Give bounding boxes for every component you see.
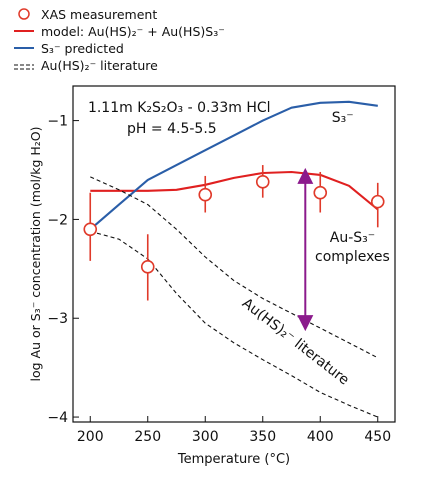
series-line-2 bbox=[89, 100, 378, 231]
legend-label: XAS measurement bbox=[41, 7, 157, 22]
legend-label: Au(HS)₂⁻ literature bbox=[41, 58, 158, 73]
literature-label: Au(HS)₂⁻ literature bbox=[239, 295, 352, 388]
y-tick-label: −4 bbox=[47, 410, 68, 426]
y-tick-label: −3 bbox=[47, 311, 68, 327]
s3-label: S₃⁻ bbox=[332, 110, 354, 126]
y-tick-label: −1 bbox=[47, 114, 68, 130]
x-tick-label: 350 bbox=[249, 429, 276, 445]
series-line-3 bbox=[90, 176, 379, 359]
y-axis-label: log Au or S₃⁻ concentration (mol/kg H₂O) bbox=[28, 127, 43, 382]
legend-marker bbox=[18, 8, 30, 20]
x-tick-label: 250 bbox=[134, 429, 161, 445]
measurement-point bbox=[313, 185, 328, 200]
complexes-label-1: Au-S₃⁻ bbox=[330, 230, 375, 246]
series-line-4 bbox=[90, 230, 379, 418]
measurement-point bbox=[255, 175, 270, 189]
legend-label: S₃⁻ predicted bbox=[41, 41, 124, 56]
complexes-label-2: complexes bbox=[315, 249, 390, 265]
measurement-point bbox=[140, 260, 155, 274]
x-tick-label: 300 bbox=[192, 429, 219, 445]
ph-label: pH = 4.5-5.5 bbox=[127, 121, 217, 137]
x-tick-label: 400 bbox=[307, 429, 334, 445]
legend-label: model: Au(HS)₂⁻ + Au(HS)S₃⁻ bbox=[41, 24, 225, 39]
measurement-point bbox=[370, 194, 385, 209]
x-tick-label: 200 bbox=[77, 429, 104, 445]
plot-frame bbox=[72, 85, 396, 423]
x-tick-label: 450 bbox=[364, 429, 391, 445]
measurement-point bbox=[198, 187, 213, 202]
conditions-label: 1.11m K₂S₂O₃ - 0.33m HCl bbox=[88, 100, 271, 116]
y-tick-label: −2 bbox=[47, 212, 68, 228]
x-axis-label: Temperature (°C) bbox=[177, 452, 290, 467]
measurement-point bbox=[83, 222, 98, 237]
series-line-1 bbox=[90, 170, 379, 211]
